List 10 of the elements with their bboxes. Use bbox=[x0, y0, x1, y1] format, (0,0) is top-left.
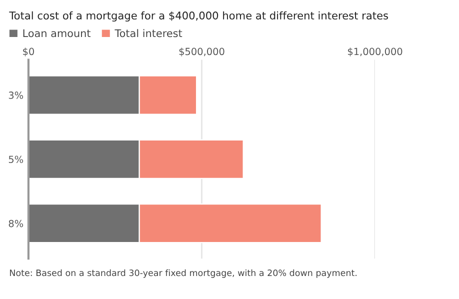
text: Note: Based on a standard 30-year fixed mortgage, with a 20% down payment. bbox=[10, 269, 357, 278]
x-tick-label: $500,000 bbox=[179, 48, 224, 56]
chart-title: Total cost of a mortgage for a $400,000 home at different interest rates bbox=[9, 11, 388, 22]
y-tick-label: 5% bbox=[8, 156, 24, 164]
legend-label: Total interest bbox=[114, 29, 182, 38]
x-tick-label: $0 bbox=[23, 48, 34, 56]
y-tick-label: 8% bbox=[8, 220, 24, 228]
x-tick-label: $1,000,000 bbox=[348, 48, 402, 56]
legend-label: Loan amount bbox=[23, 29, 91, 38]
y-tick-label: 3% bbox=[8, 92, 24, 99]
